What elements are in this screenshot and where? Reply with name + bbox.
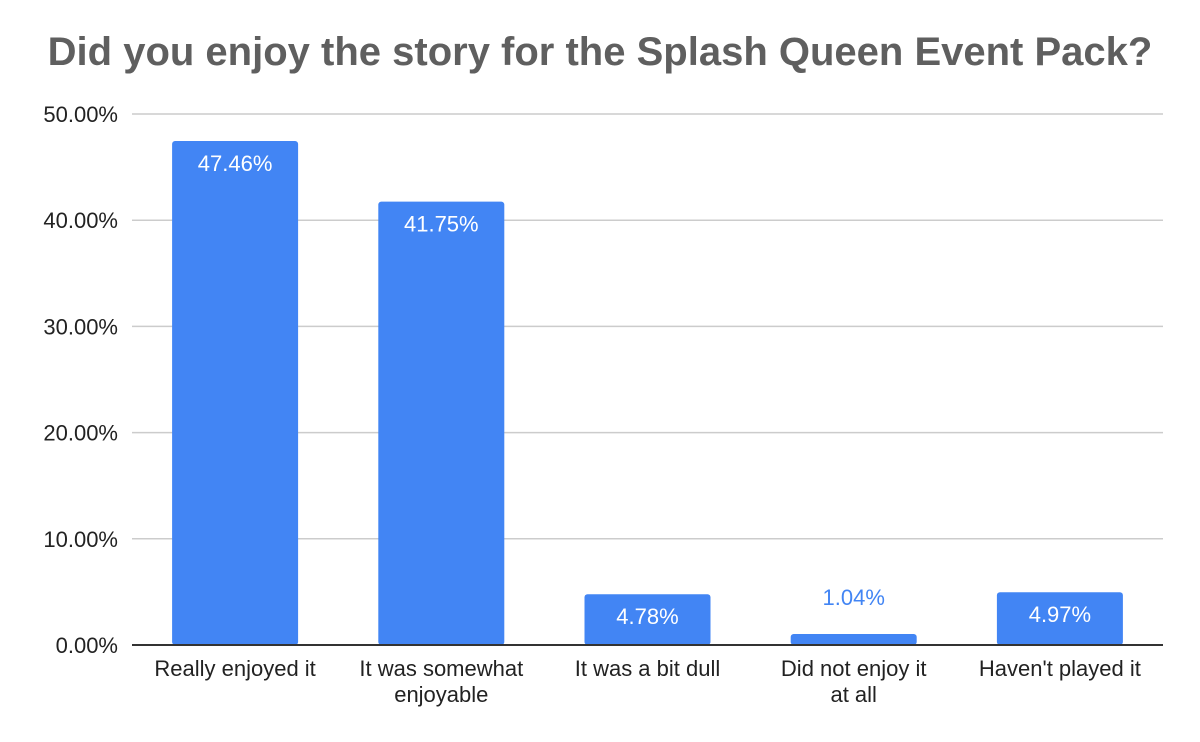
x-tick-label: at all	[830, 682, 876, 707]
bar	[790, 633, 917, 645]
data-label: 1.04%	[823, 585, 885, 610]
chart-title: Did you enjoy the story for the Splash Q…	[47, 30, 1153, 74]
y-tick-label: 20.00%	[43, 421, 118, 446]
bar	[584, 594, 711, 645]
x-tick-label: Really enjoyed it	[154, 656, 315, 681]
y-tick-label: 50.00%	[43, 102, 118, 127]
bar	[378, 201, 505, 646]
bar	[172, 140, 299, 645]
x-tick-label: Did not enjoy it	[781, 656, 927, 681]
data-label: 4.78%	[616, 604, 678, 629]
y-tick-label: 40.00%	[43, 208, 118, 233]
bar	[996, 592, 1123, 645]
x-tick-label: Haven't played it	[979, 656, 1141, 681]
x-tick-label: enjoyable	[394, 682, 488, 707]
data-label: 4.97%	[1029, 602, 1091, 627]
y-tick-label: 30.00%	[43, 314, 118, 339]
y-tick-label: 0.00%	[56, 633, 118, 658]
x-tick-label: It was somewhat	[359, 656, 523, 681]
y-tick-label: 10.00%	[43, 527, 118, 552]
data-label: 47.46%	[198, 151, 273, 176]
data-label: 41.75%	[404, 212, 479, 237]
x-tick-label: It was a bit dull	[575, 656, 721, 681]
